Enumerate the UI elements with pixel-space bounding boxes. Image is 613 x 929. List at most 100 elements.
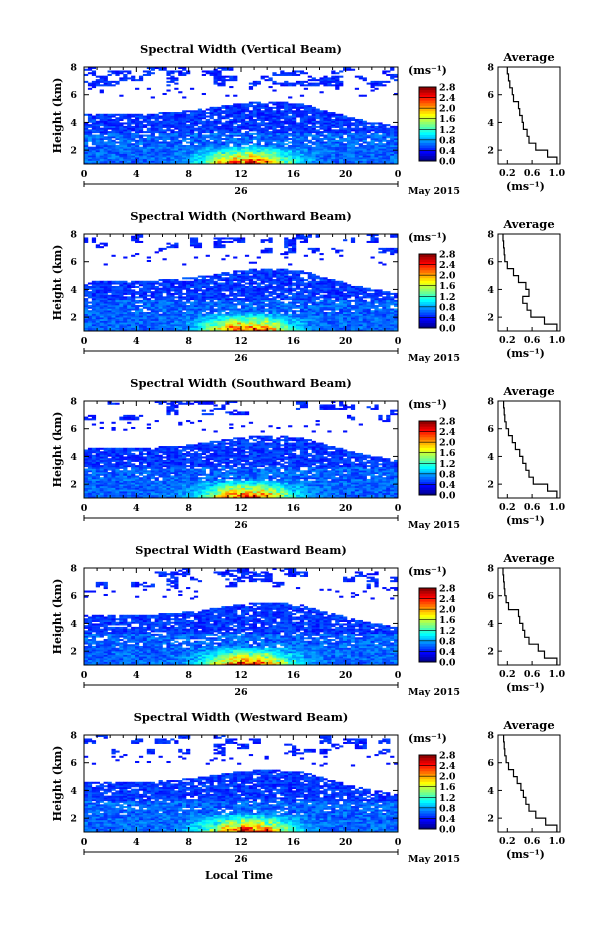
day-label: 26 [234,353,248,364]
average-y-tick-label: 8 [487,564,494,575]
y-axis-label: Height (km) [51,746,64,822]
x-tick-label: 16 [287,169,301,180]
colorbar-units: (ms⁻¹) [408,231,447,244]
y-tick-label: 8 [70,564,77,575]
colorbar: (ms⁻¹) 0.00.40.81.21.62.02.42.8 [408,231,456,335]
colorbar-tick-label: 2.4 [439,594,456,605]
average-x-tick-label: 1.0 [549,335,566,346]
y-axis-label: Height (km) [51,579,64,655]
x-tick-label: 12 [234,837,247,848]
panel-3: Spectral Width (Southward Beam)0 4 8 12 16 20… [51,376,566,531]
colorbar-tick-label: 2.0 [439,438,456,449]
average-y-tick-label: 6 [487,257,494,268]
x-ticks: 0 4 8 12 16 20 0 [81,735,402,848]
colorbar-tick-label: 1.2 [439,793,456,804]
x-tick-label: 12 [234,670,247,681]
x-ticks: 0 4 8 12 16 20 0 [81,67,402,180]
x-tick-label: 16 [287,837,301,848]
average-frame [497,734,561,833]
average-x-tick-label: 1.0 [549,836,566,847]
y-tick-label: 4 [70,619,77,630]
y-tick-label: 2 [70,480,77,491]
y-tick-label: 6 [70,257,77,268]
average-x-tick-label: 0.2 [499,168,516,179]
average-x-label: (ms⁻¹) [506,347,545,360]
date-label: May 2015 [408,353,460,364]
x-tick-label: 4 [133,503,140,514]
y-tick-label: 2 [70,313,77,324]
x-tick-label: 0 [81,169,88,180]
y-tick-label: 8 [70,731,77,742]
y-tick-label: 8 [70,230,77,241]
date-label: May 2015 [408,687,460,698]
x-tick-label: 8 [185,503,192,514]
panel-title: Spectral Width (Southward Beam) [130,376,352,390]
colorbar-tick-label: 0.8 [439,803,456,814]
x-tick-label: 20 [339,837,353,848]
colorbar-tick-label: 1.6 [439,281,456,292]
x-tick-label: 12 [234,336,247,347]
panel-5: Spectral Width (Westward Beam) 0 4 8 12 16 20 0… [51,710,566,865]
colorbar-tick-label: 0.0 [439,658,456,669]
colorbar-tick-label: 1.2 [439,626,456,637]
x-tick-label: 4 [133,670,140,681]
colorbar-tick-label: 1.2 [439,459,456,470]
average-title: Average [502,718,554,732]
panel-title: Spectral Width (Westward Beam) [134,710,349,724]
x-tick-label: 0 [81,503,88,514]
average-profile: Average 2 4 6 8 0.2 0.6 1.0 (ms⁻¹) [487,384,565,527]
colorbar-tick-label: 2.0 [439,271,456,282]
average-x-tick-label: 0.6 [524,168,541,179]
date-label: May 2015 [408,854,460,865]
heatmap-cells [84,568,399,666]
panel-1: Spectral Width (Vertical Beam)0 4 8 12 16 20 0… [51,42,566,197]
average-frame [497,233,561,332]
colorbar-tick-label: 0.4 [439,814,456,825]
average-y-tick-label: 8 [487,397,494,408]
average-profile: Average 2 4 6 8 0.2 0.6 1.0 (ms⁻¹) [487,217,565,360]
average-y-tick-label: 2 [487,647,494,658]
day-marker: 26 May 2015 [83,181,460,197]
average-x-tick-label: 0.2 [499,669,516,680]
average-x-tick-label: 0.6 [524,669,541,680]
average-y-tick-label: 4 [487,285,494,296]
x-tick-label: 8 [185,837,192,848]
average-frame [497,567,561,666]
average-profile: Average 2 4 6 8 0.2 0.6 1.0 (ms⁻¹) [487,551,565,694]
average-frame [497,66,561,165]
x-tick-label: 8 [185,670,192,681]
average-x-tick-label: 0.2 [499,335,516,346]
x-tick-label: 0 [395,837,402,848]
colorbar-tick-label: 2.0 [439,104,456,115]
colorbar-tick-label: 0.0 [439,491,456,502]
y-tick-label: 4 [70,786,77,797]
average-frame [497,400,561,499]
y-ticks: 2 4 6 8 [70,63,398,157]
colorbar-tick-label: 0.0 [439,157,456,168]
average-profile: Average 2 4 6 8 0.2 0.6 1.0 (ms⁻¹) [487,718,565,861]
average-x-tick-label: 1.0 [549,502,566,513]
average-y-tick-label: 4 [487,452,494,463]
colorbar-tick-label: 0.8 [439,135,456,146]
x-ticks: 0 4 8 12 16 20 0 [81,234,402,347]
x-tick-label: 4 [133,837,140,848]
average-y-tick-label: 2 [487,313,494,324]
colorbar-tick-label: 0.4 [439,480,456,491]
average-title: Average [502,217,554,231]
colorbar-tick-label: 2.8 [439,751,456,762]
average-y-tick-label: 2 [487,480,494,491]
x-tick-label: 0 [81,670,88,681]
y-ticks: 2 4 6 8 [70,564,398,658]
colorbar: (ms⁻¹) 0.00.40.81.21.62.02.42.8 [408,732,456,836]
average-title: Average [502,50,554,64]
y-axis-label: Height (km) [51,78,64,154]
day-marker: 26 May 2015 [83,849,460,865]
x-tick-label: 16 [287,670,301,681]
panel-title: Spectral Width (Eastward Beam) [135,543,347,557]
x-tick-label: 0 [395,670,402,681]
x-axis-label: Local Time [205,869,273,882]
colorbar-units: (ms⁻¹) [408,64,447,77]
colorbar: (ms⁻¹) 0.00.40.81.21.62.02.42.8 [408,64,456,168]
heatmap-cells [84,735,399,833]
colorbar-units: (ms⁻¹) [408,565,447,578]
